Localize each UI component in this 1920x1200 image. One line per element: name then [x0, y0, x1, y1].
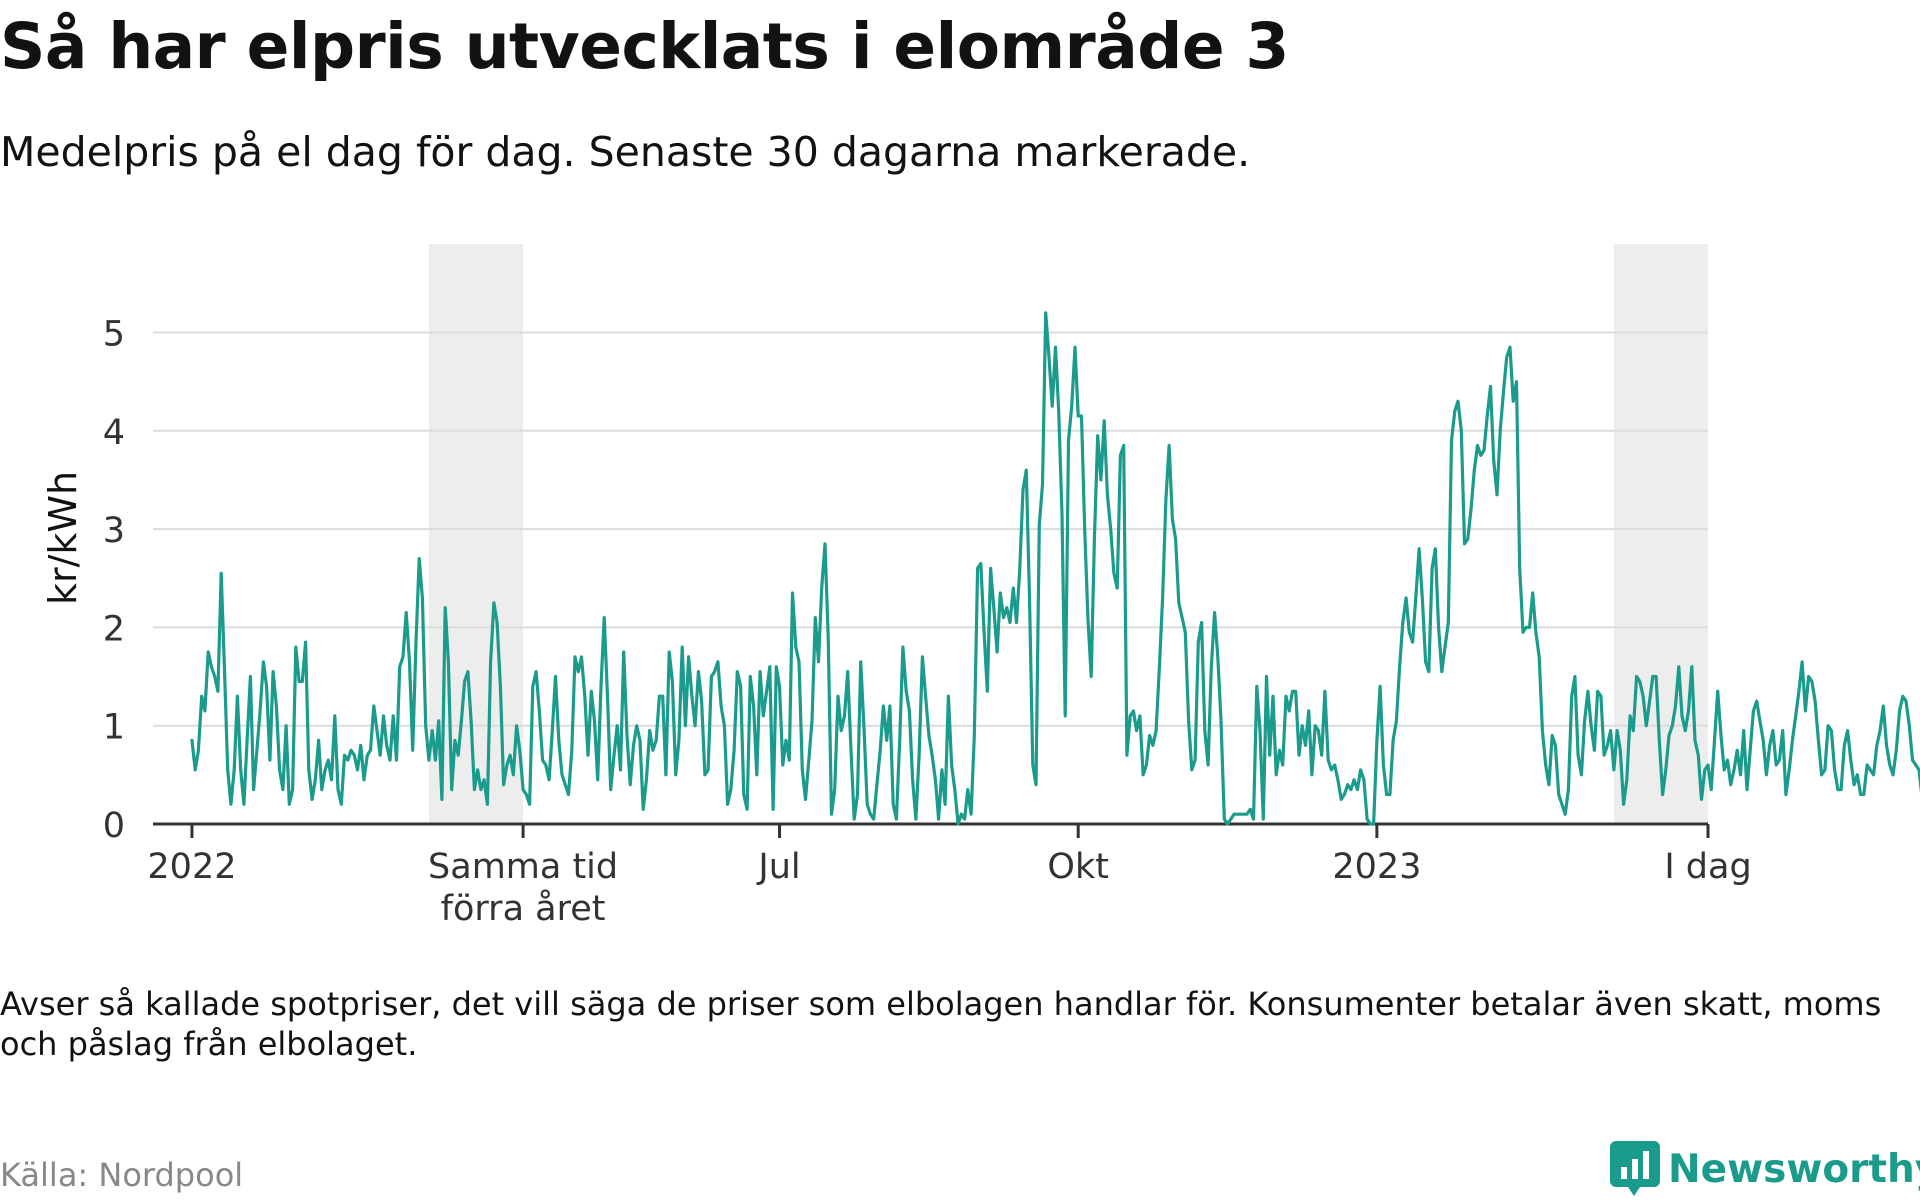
- y-tick-label: 3: [103, 511, 125, 551]
- x-tick-label: 2022: [147, 847, 236, 887]
- x-axis-ticks: 2022 Samma tid förra året Jul Okt 2023 I dag: [147, 824, 1752, 929]
- x-tick-label: 2023: [1332, 847, 1421, 887]
- x-tick-label: Jul: [756, 847, 800, 887]
- y-tick-label: 0: [103, 806, 125, 846]
- brand-name: Newsworthy: [1668, 1146, 1920, 1192]
- line-chart: 0 1 2 3 4 5 kr/kWh 2022 Samma tid förra året Jul…: [41, 244, 1920, 929]
- y-axis-label: kr/kWh: [41, 471, 85, 605]
- chart-subtitle: Medelpris på el dag för dag. Senaste 30 …: [0, 128, 1251, 176]
- gridlines: [153, 331, 1708, 727]
- source-label: Källa: Nordpool: [0, 1156, 244, 1194]
- y-tick-label: 5: [103, 314, 125, 354]
- y-tick-label: 4: [103, 413, 125, 453]
- x-tick-label: Samma tid förra året: [428, 847, 618, 929]
- newsworthy-logo-icon: [1610, 1141, 1660, 1196]
- price-series-line: [190, 311, 1920, 826]
- footnote: Avser så kallade spotpriser, det vill sä…: [0, 985, 1882, 1063]
- x-tick-label: I dag: [1664, 847, 1751, 887]
- y-tick-label: 2: [103, 609, 125, 649]
- y-tick-label: 1: [103, 708, 125, 748]
- chart-title: Så har elpris utvecklats i elområde 3: [0, 10, 1289, 83]
- y-axis-ticks: 0 1 2 3 4 5: [103, 314, 125, 846]
- brand-logo: Newsworthy: [1610, 1141, 1920, 1197]
- x-tick-label: Okt: [1047, 847, 1109, 887]
